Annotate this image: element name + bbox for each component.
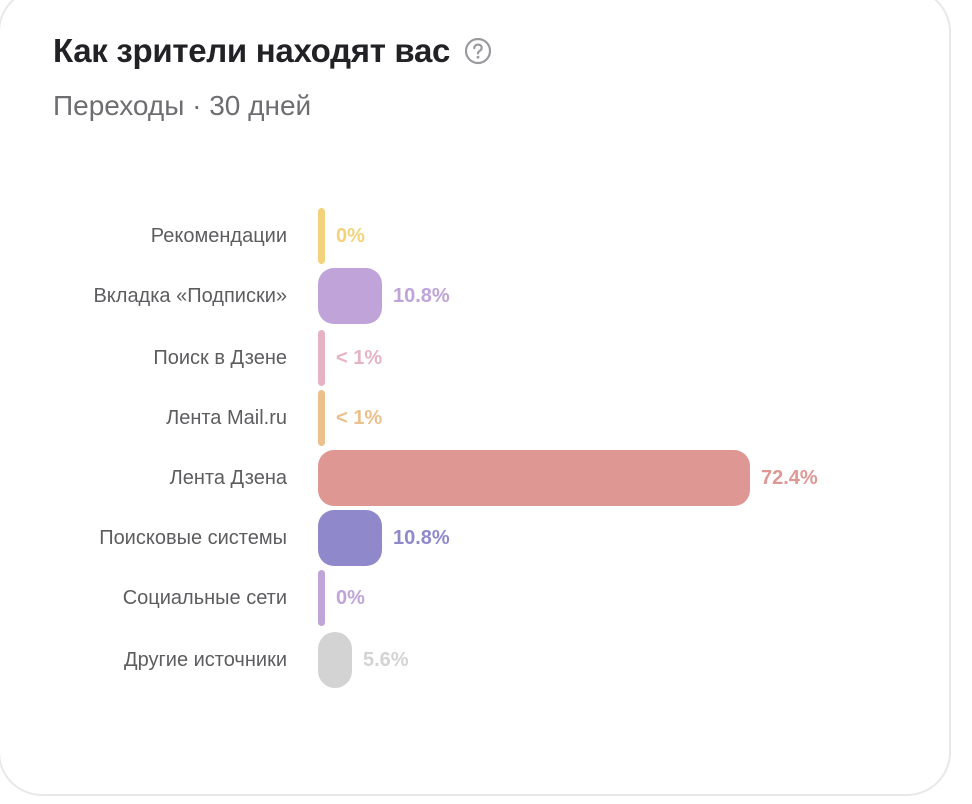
- row-value: 5.6%: [363, 649, 409, 671]
- row-label: Лента Mail.ru: [166, 407, 287, 429]
- row-label: Лента Дзена: [169, 467, 287, 489]
- card-title-text: Как зрители находят вас: [53, 32, 451, 69]
- chart-row[interactable]: Другие источники 5.6%: [0, 632, 900, 688]
- traffic-sources-card: [0, 0, 951, 796]
- bar[interactable]: [318, 268, 382, 324]
- row-label: Поиск в Дзене: [153, 347, 287, 369]
- row-value: < 1%: [336, 347, 383, 369]
- card-subtitle: Переходы · 30 дней: [53, 90, 312, 121]
- chart-row[interactable]: Рекомендации 0%: [0, 208, 900, 264]
- card-title: Как зрители находят вас: [53, 32, 492, 70]
- row-label: Другие источники: [124, 649, 287, 671]
- chart-row[interactable]: Вкладка «Подписки» 10.8%: [0, 268, 900, 324]
- chart-row[interactable]: Лента Дзена 72.4%: [0, 450, 900, 506]
- row-label: Вкладка «Подписки»: [93, 285, 287, 307]
- bar[interactable]: [318, 208, 325, 264]
- bar[interactable]: [318, 330, 325, 386]
- row-label: Поисковые системы: [99, 527, 287, 549]
- chart-row[interactable]: Лента Mail.ru < 1%: [0, 390, 900, 446]
- row-value: 0%: [336, 587, 365, 609]
- row-label: Рекомендации: [150, 225, 287, 247]
- row-value: 72.4%: [761, 467, 818, 489]
- bar[interactable]: [318, 450, 750, 506]
- bar[interactable]: [318, 510, 382, 566]
- bar[interactable]: [318, 632, 352, 688]
- row-value: < 1%: [336, 407, 383, 429]
- chart-row[interactable]: Поиск в Дзене < 1%: [0, 330, 900, 386]
- chart-row[interactable]: Социальные сети 0%: [0, 570, 900, 626]
- question-circle-icon[interactable]: [464, 37, 492, 65]
- row-label: Социальные сети: [122, 587, 287, 609]
- chart-row[interactable]: Поисковые системы 10.8%: [0, 510, 900, 566]
- row-value: 10.8%: [393, 527, 450, 549]
- bar[interactable]: [318, 570, 325, 626]
- bar[interactable]: [318, 390, 325, 446]
- row-value: 10.8%: [393, 285, 450, 307]
- row-value: 0%: [336, 225, 365, 247]
